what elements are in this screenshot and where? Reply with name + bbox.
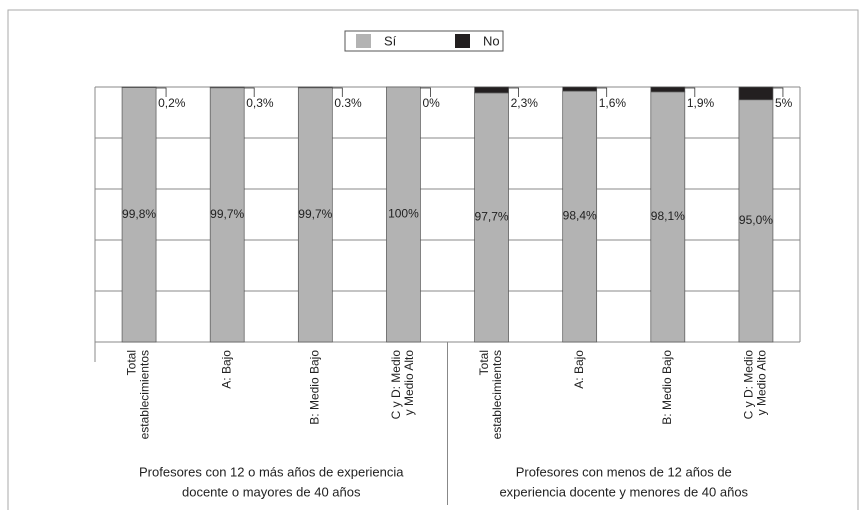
label-leader [596, 87, 608, 97]
text-line: C y D: Medio [742, 350, 756, 420]
frame [7, 9, 859, 510]
label-leader [332, 87, 343, 97]
group-label: Profesores con 12 o más años de experien… [139, 464, 404, 479]
x-tick-label: B: Medio Bajo [660, 350, 674, 425]
bar-segment [297, 87, 333, 343]
bar-segment [738, 86, 774, 101]
legend-swatch [455, 34, 470, 48]
value-label: 5% [775, 96, 793, 110]
bar-segment [562, 86, 598, 92]
value-label: 95,0% [739, 213, 773, 227]
value-label: 0,3% [246, 96, 274, 110]
x-tick-label: B: Medio Bajo [307, 350, 321, 425]
group-label: docente o mayores de 40 años [182, 484, 361, 499]
text-line: y Medio Alto [402, 350, 416, 416]
group-label: Profesores con menos de 12 años de [516, 464, 732, 479]
value-label: 100% [388, 207, 419, 221]
value-label: 99,7% [298, 207, 332, 221]
value-label: 1,6% [599, 96, 627, 110]
text-line: C y D: Medio [389, 350, 403, 420]
legend-label: No [483, 33, 500, 48]
value-label: 98,1% [651, 209, 685, 223]
label-leader [772, 87, 784, 97]
x-tick-label: A: Bajo [219, 350, 233, 389]
legend-label: Sí [384, 33, 397, 48]
text-line: establecimientos [138, 350, 152, 439]
bar-segment [121, 86, 157, 88]
x-tick-label: Totalestablecimientos [477, 350, 504, 439]
value-label: 98,4% [563, 209, 597, 223]
value-label: 97,7% [475, 210, 509, 224]
bar-segment [209, 87, 245, 343]
bar-segment [386, 86, 421, 343]
legend-swatch [356, 34, 371, 48]
bar-segment [650, 91, 686, 343]
label-leader [508, 87, 519, 97]
group-label: experiencia docente y menores de 40 años [499, 484, 748, 499]
label-leader [420, 87, 431, 97]
value-label: 1,9% [687, 96, 715, 110]
text-line: establecimientos [490, 350, 504, 439]
bar-segment [650, 86, 686, 93]
value-label: 0,2% [158, 96, 186, 110]
x-tick-label: A: Bajo [572, 350, 586, 389]
x-tick-label: Totalestablecimientos [125, 350, 152, 439]
label-leader [244, 87, 255, 97]
label-leader [684, 87, 696, 97]
bar-segment [209, 86, 245, 89]
value-label: 99,8% [122, 207, 156, 221]
label-leader [156, 87, 167, 97]
value-label: 0.3% [334, 96, 362, 110]
text-line: y Medio Alto [755, 350, 769, 416]
bar-segment [297, 86, 333, 89]
value-label: 0% [422, 96, 440, 110]
x-tick-label: C y D: Medioy Medio Alto [389, 350, 416, 420]
text-line: Total [125, 350, 139, 375]
bar-segment [474, 92, 509, 343]
x-tick-label: C y D: Medioy Medio Alto [742, 350, 769, 420]
bar-segment [738, 99, 774, 343]
bar-segment [121, 87, 157, 343]
bar-segment [562, 90, 598, 343]
bar-segment [474, 86, 509, 94]
value-label: 2,3% [511, 96, 539, 110]
value-label: 99,7% [210, 207, 244, 221]
text-line: Total [477, 350, 491, 375]
